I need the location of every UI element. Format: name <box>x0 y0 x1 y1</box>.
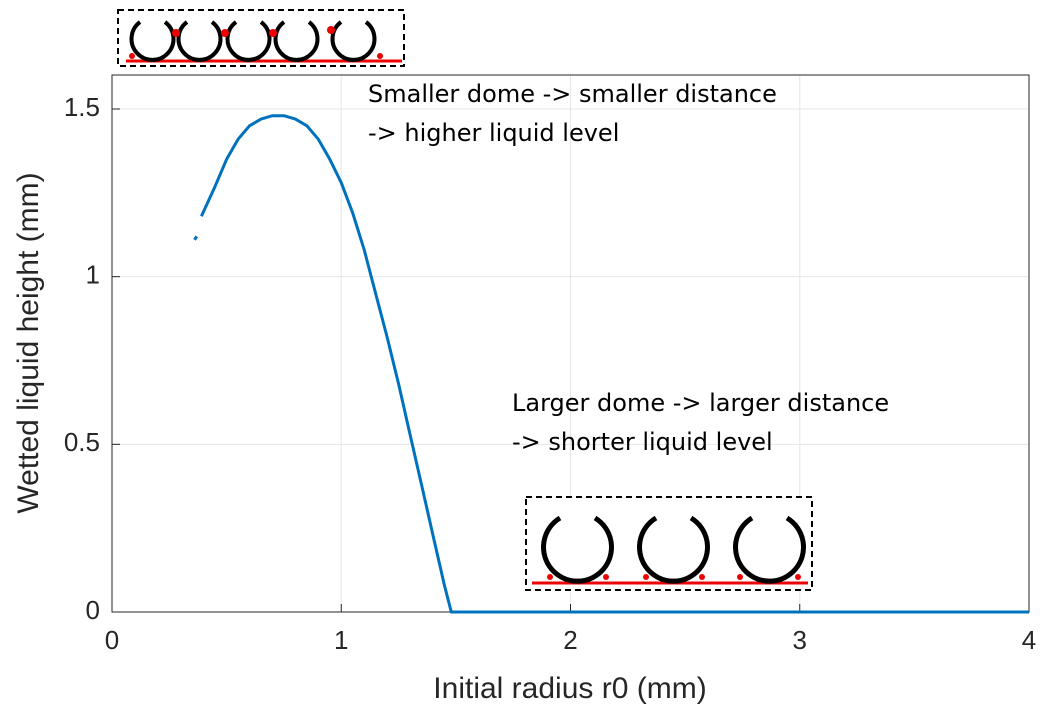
annotation: Smaller dome -> smaller distance <box>368 80 777 108</box>
y-tick-label: 0.5 <box>64 427 100 457</box>
data-line <box>193 114 1029 614</box>
x-tick-label: 4 <box>1022 625 1036 655</box>
annotation: Larger dome -> larger distance <box>512 389 889 417</box>
x-tick-label: 1 <box>334 625 348 655</box>
y-tick-label: 1.5 <box>64 92 100 122</box>
inset-large-domes <box>525 496 813 591</box>
annotation: -> higher liquid level <box>368 119 619 147</box>
y-axis-label: Wetted liquid height (mm) <box>12 172 45 513</box>
inset-small-domes <box>117 9 405 67</box>
annotation: -> shorter liquid level <box>512 428 773 456</box>
x-tick-label: 2 <box>563 625 577 655</box>
x-tick-label: 3 <box>793 625 807 655</box>
y-tick-label: 1 <box>86 260 100 290</box>
x-axis-label: Initial radius r0 (mm) <box>433 672 706 705</box>
y-tick-label: 0 <box>86 595 100 625</box>
x-tick-label: 0 <box>105 625 119 655</box>
